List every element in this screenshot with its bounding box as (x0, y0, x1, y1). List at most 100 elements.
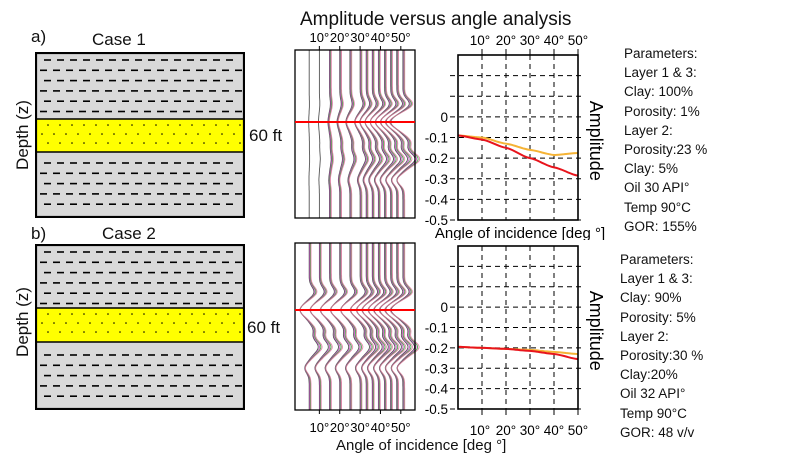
dot (197, 133, 199, 135)
seismic-trace (378, 243, 407, 410)
seismic-trace (319, 243, 343, 410)
seismic-trace (369, 50, 389, 218)
dot (119, 124, 121, 126)
dot (119, 142, 121, 144)
seismic-trace (369, 50, 387, 218)
seismic-trace (354, 50, 367, 218)
dot (161, 322, 163, 324)
seismic-trace (384, 243, 413, 410)
x-tick-label: 10° (470, 33, 490, 48)
dot (101, 322, 103, 324)
param-line: GOR: 48 v/v (620, 424, 695, 440)
param-line: Parameters: (624, 46, 698, 61)
dot (239, 142, 241, 144)
dot (137, 322, 139, 324)
seismic-trace (359, 50, 373, 218)
seismic-trace (356, 243, 377, 410)
dot (191, 313, 193, 315)
seismic-trace (320, 243, 341, 410)
sand-layer (35, 118, 245, 153)
dot (131, 142, 133, 144)
dot (65, 322, 67, 324)
dot (137, 133, 139, 135)
dot (155, 313, 157, 315)
dot (125, 322, 127, 324)
seismic-trace (361, 243, 385, 410)
ava-plot-a: 0 -0.1 -0.2 -0.3 -0.4 -0.5 10° 20° 30° 40° 50° Ampl… (425, 33, 606, 240)
dot (209, 322, 211, 324)
y-tick-label: -0.3 (425, 172, 448, 187)
seismic-trace (299, 243, 323, 410)
dot (89, 133, 91, 135)
dot (203, 313, 205, 315)
seismic-trace (361, 243, 386, 410)
seismic-trace (309, 243, 329, 410)
seismic-trace (359, 50, 377, 218)
dot (155, 124, 157, 126)
dot (119, 313, 121, 315)
seismic-trace (361, 243, 387, 410)
dot (203, 124, 205, 126)
param-line: Clay: 5% (624, 161, 679, 177)
depth-axis-label-b: Depth (z) (13, 287, 32, 357)
y-tick-label: -0.3 (425, 361, 448, 376)
dot (155, 142, 157, 144)
dot (95, 142, 97, 144)
seismic-trace (373, 243, 400, 410)
seismic-trace (378, 243, 405, 410)
dot (203, 142, 205, 144)
param-line: Temp 90°C (620, 405, 687, 421)
panel-label-b: b) (31, 224, 47, 243)
angle-tick-label: 50° (391, 420, 411, 435)
seismic-trace (340, 243, 360, 410)
seismic-trace (385, 243, 409, 410)
dot (83, 142, 85, 144)
seismic-trace (369, 50, 391, 218)
thickness-label-b: 60 ft (247, 318, 281, 337)
seismic-trace (337, 50, 345, 218)
panel-label-a: a) (31, 27, 47, 46)
dot (83, 331, 85, 333)
seismic-trace (354, 50, 370, 218)
seismic-trace (379, 243, 404, 410)
seismic-trace (373, 243, 399, 410)
seismic-trace (340, 243, 364, 410)
gather-frame (294, 49, 416, 219)
dot (173, 133, 175, 135)
seismic-trace (327, 50, 332, 218)
dot (215, 142, 217, 144)
seismic-trace (327, 50, 333, 218)
dot (107, 331, 109, 333)
param-line: Porosity:30 % (620, 348, 704, 364)
dot (59, 313, 61, 315)
seismic-trace (309, 243, 333, 410)
seismic-trace (367, 243, 391, 410)
param-line: Clay:20% (620, 367, 678, 383)
seismic-trace (354, 50, 368, 218)
param-line: GOR: 155% (624, 218, 697, 234)
dot (71, 124, 73, 126)
y-tick-label: -0.4 (425, 192, 449, 207)
seismic-trace (359, 50, 375, 218)
param-line: Clay: 100% (624, 84, 694, 100)
y-tick-label: 0 (440, 110, 448, 125)
dot (47, 331, 49, 333)
dot (197, 322, 199, 324)
dot (239, 331, 241, 333)
case-title-a: Case 1 (92, 30, 146, 49)
gather-frame (294, 242, 416, 411)
shale-dash-pattern (40, 251, 242, 397)
dot (143, 331, 145, 333)
seismic-trace (345, 50, 356, 218)
x-tick-label: 50° (568, 33, 588, 48)
seismic-trace (320, 243, 339, 410)
ava-curve-orange (457, 134, 579, 157)
seismic-trace (390, 243, 417, 410)
x-tick-label: 10° (470, 423, 490, 438)
seismic-trace (329, 243, 354, 410)
sand-layer (35, 307, 245, 343)
seismic-trace (337, 50, 346, 218)
seismic-trace (299, 243, 319, 410)
seismic-trace (384, 243, 412, 410)
seismic-trace (389, 243, 420, 410)
